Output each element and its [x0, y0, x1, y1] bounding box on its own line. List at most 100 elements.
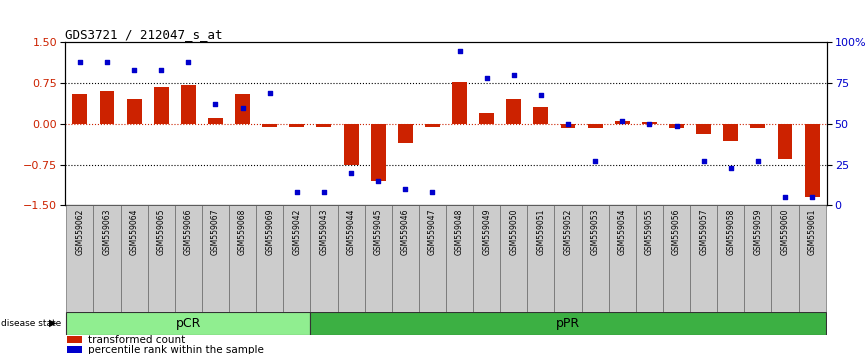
- Point: [453, 48, 467, 53]
- Bar: [371, 124, 385, 181]
- Point: [344, 170, 358, 176]
- Text: GSM559063: GSM559063: [102, 209, 112, 255]
- Text: GSM559042: GSM559042: [293, 209, 301, 255]
- Bar: [744, 205, 772, 312]
- Text: GSM559048: GSM559048: [455, 209, 464, 255]
- Text: disease state: disease state: [1, 319, 61, 327]
- Bar: [229, 205, 256, 312]
- Text: GSM559053: GSM559053: [591, 209, 599, 255]
- Bar: [67, 205, 94, 312]
- Text: GSM559044: GSM559044: [346, 209, 356, 255]
- Text: percentile rank within the sample: percentile rank within the sample: [87, 345, 263, 354]
- Bar: [425, 124, 440, 127]
- Text: GSM559058: GSM559058: [727, 209, 735, 255]
- Point: [100, 59, 114, 65]
- Bar: [717, 205, 744, 312]
- Text: GSM559043: GSM559043: [320, 209, 328, 255]
- Point: [398, 186, 412, 192]
- Bar: [283, 205, 310, 312]
- Text: transformed count: transformed count: [87, 335, 185, 345]
- Bar: [73, 94, 87, 124]
- Text: GDS3721 / 212047_s_at: GDS3721 / 212047_s_at: [65, 28, 223, 41]
- Point: [778, 194, 792, 200]
- Bar: [723, 124, 738, 141]
- Text: GSM559060: GSM559060: [780, 209, 790, 255]
- Bar: [289, 124, 304, 127]
- Point: [534, 92, 548, 97]
- Bar: [391, 205, 419, 312]
- Bar: [582, 205, 609, 312]
- Bar: [365, 205, 391, 312]
- Bar: [397, 124, 413, 143]
- Point: [209, 102, 223, 107]
- Bar: [507, 99, 521, 124]
- Text: GSM559051: GSM559051: [536, 209, 546, 255]
- Point: [805, 194, 819, 200]
- Point: [73, 59, 87, 65]
- Point: [561, 121, 575, 127]
- Bar: [554, 205, 582, 312]
- Text: GSM559061: GSM559061: [808, 209, 817, 255]
- Text: GSM559057: GSM559057: [699, 209, 708, 255]
- Bar: [100, 91, 114, 124]
- Bar: [560, 124, 576, 128]
- Bar: [316, 124, 332, 127]
- Bar: [67, 346, 82, 353]
- Text: GSM559068: GSM559068: [238, 209, 247, 255]
- Text: GSM559052: GSM559052: [564, 209, 572, 255]
- Bar: [609, 205, 636, 312]
- Text: GSM559054: GSM559054: [617, 209, 627, 255]
- Point: [697, 159, 711, 164]
- Bar: [262, 124, 277, 127]
- Text: GSM559045: GSM559045: [374, 209, 383, 255]
- Bar: [120, 205, 148, 312]
- Text: pCR: pCR: [176, 316, 201, 330]
- Bar: [452, 81, 467, 124]
- Point: [507, 72, 520, 78]
- Bar: [148, 205, 175, 312]
- Text: pPR: pPR: [556, 316, 580, 330]
- Bar: [615, 121, 630, 124]
- Point: [425, 189, 439, 195]
- Bar: [772, 205, 798, 312]
- Text: GSM559064: GSM559064: [130, 209, 139, 255]
- Bar: [588, 124, 603, 128]
- Bar: [175, 205, 202, 312]
- Bar: [798, 205, 825, 312]
- Point: [181, 59, 195, 65]
- Point: [262, 90, 276, 96]
- Bar: [67, 336, 82, 343]
- Point: [751, 159, 765, 164]
- Bar: [154, 87, 169, 124]
- Text: GSM559047: GSM559047: [428, 209, 437, 255]
- Text: GSM559066: GSM559066: [184, 209, 193, 255]
- Text: GSM559067: GSM559067: [211, 209, 220, 255]
- Bar: [533, 107, 548, 124]
- Bar: [181, 85, 196, 124]
- Point: [643, 121, 656, 127]
- Point: [127, 67, 141, 73]
- Bar: [805, 124, 819, 197]
- Bar: [642, 122, 656, 124]
- Bar: [690, 205, 717, 312]
- Bar: [696, 124, 711, 134]
- Bar: [669, 124, 684, 128]
- Text: GSM559055: GSM559055: [645, 209, 654, 255]
- Bar: [344, 124, 359, 165]
- Bar: [446, 205, 473, 312]
- Bar: [67, 312, 310, 335]
- Text: GSM559059: GSM559059: [753, 209, 762, 255]
- Text: GSM559065: GSM559065: [157, 209, 165, 255]
- Point: [154, 67, 168, 73]
- Bar: [126, 99, 141, 124]
- Point: [480, 75, 494, 81]
- Bar: [94, 205, 120, 312]
- Bar: [338, 205, 365, 312]
- Point: [724, 165, 738, 171]
- Point: [317, 189, 331, 195]
- Bar: [256, 205, 283, 312]
- Bar: [751, 124, 766, 128]
- Bar: [310, 205, 338, 312]
- Bar: [479, 113, 494, 124]
- Bar: [208, 119, 223, 124]
